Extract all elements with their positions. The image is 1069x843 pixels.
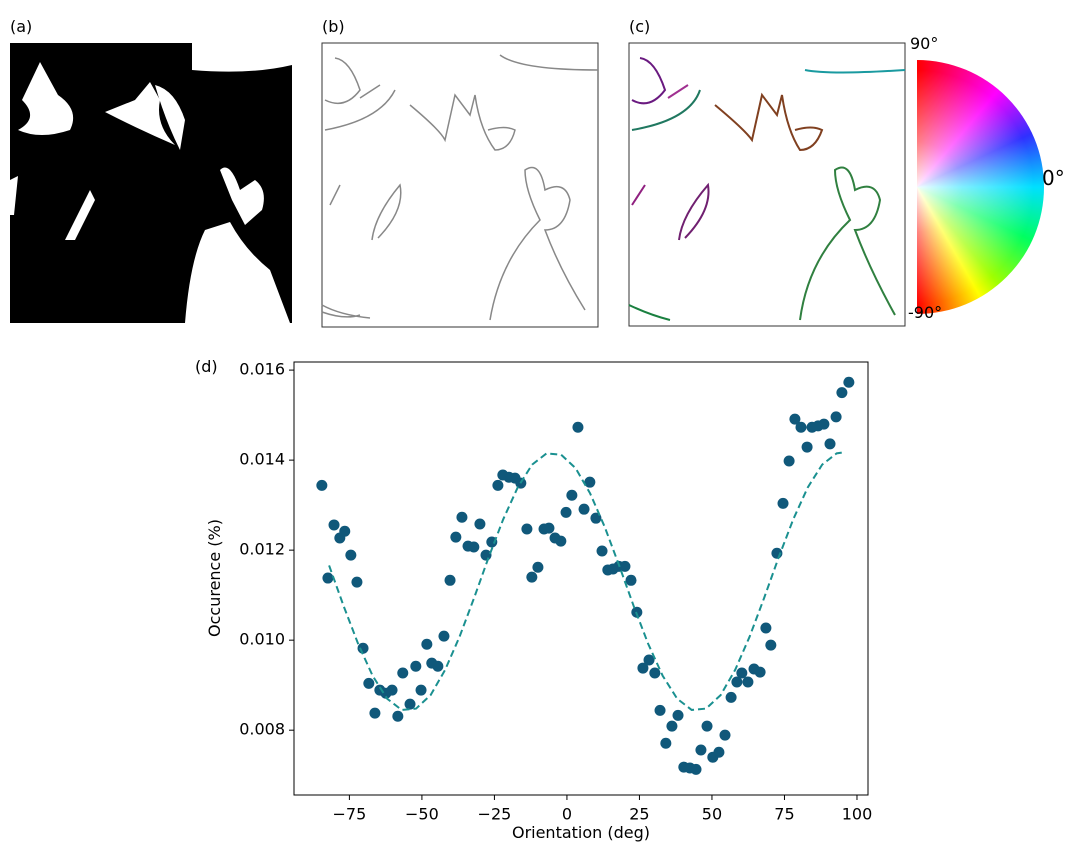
y-tick-label: 0.012 [239, 540, 285, 559]
x-axis-label: Orientation (deg) [512, 823, 650, 842]
data-point [421, 639, 432, 650]
data-point [666, 721, 677, 732]
data-point [843, 377, 854, 388]
x-tick-label: −50 [405, 805, 439, 824]
data-point [363, 678, 374, 689]
y-tick-label: 0.008 [239, 720, 285, 739]
data-point [760, 623, 771, 634]
data-point [802, 442, 813, 453]
data-point [432, 661, 443, 672]
data-point [438, 631, 449, 642]
data-point [481, 550, 492, 561]
data-point [555, 536, 566, 547]
y-tick-label: 0.016 [239, 360, 285, 379]
x-tick-label: 50 [702, 805, 722, 824]
data-point [410, 661, 421, 672]
data-point [345, 550, 356, 561]
data-point [695, 744, 706, 755]
data-point [492, 480, 503, 491]
data-point [351, 577, 362, 588]
data-point [742, 677, 753, 688]
data-point [526, 572, 537, 583]
data-point [597, 546, 608, 557]
data-point [818, 419, 829, 430]
data-point [736, 668, 747, 679]
data-point [673, 710, 684, 721]
data-point [660, 738, 671, 749]
data-point [561, 507, 572, 518]
data-point [584, 477, 595, 488]
data-point [619, 561, 630, 572]
data-point [392, 711, 403, 722]
data-point [836, 387, 847, 398]
data-point [543, 523, 554, 534]
data-point [322, 573, 333, 584]
data-point [720, 730, 731, 741]
data-point [416, 685, 427, 696]
data-point [626, 575, 637, 586]
data-point [726, 692, 737, 703]
data-point [521, 523, 532, 534]
data-point [316, 480, 327, 491]
data-point [795, 422, 806, 433]
mask-image [10, 43, 292, 323]
data-point [655, 705, 666, 716]
data-point [825, 438, 836, 449]
panel-label: (d) [195, 357, 218, 376]
data-point [765, 640, 776, 651]
x-tick-label: −75 [333, 805, 367, 824]
panel-label: (a) [10, 17, 32, 36]
data-point [572, 422, 583, 433]
figure: (a) (b) (c) 90° 0° -90° [0, 0, 1069, 843]
orientation-image [629, 43, 905, 326]
wheel-label: -90° [908, 303, 942, 322]
y-axis-label: Occurence (%) [205, 519, 224, 637]
x-tick-label: 100 [842, 805, 873, 824]
data-point [387, 685, 398, 696]
data-point [784, 456, 795, 467]
data-point [456, 512, 467, 523]
y-tick-label: 0.014 [239, 450, 285, 469]
data-point [450, 532, 461, 543]
data-point [691, 764, 702, 775]
x-tick-label: 25 [629, 805, 649, 824]
data-point [532, 562, 543, 573]
data-point [579, 504, 590, 515]
data-point [702, 721, 713, 732]
x-tick-label: 0 [562, 805, 572, 824]
panel-label: (c) [629, 17, 650, 36]
data-point [778, 498, 789, 509]
wheel-label: 0° [1042, 166, 1065, 190]
edge-image [322, 43, 598, 327]
panel-label: (b) [322, 17, 345, 36]
data-point [566, 490, 577, 501]
data-point [831, 411, 842, 422]
data-point [474, 519, 485, 530]
wheel-label: 90° [910, 34, 938, 53]
x-tick-label: −25 [478, 805, 512, 824]
data-point [339, 526, 350, 537]
y-tick-label: 0.010 [239, 630, 285, 649]
x-tick-label: 75 [774, 805, 794, 824]
data-point [445, 575, 456, 586]
data-point [468, 541, 479, 552]
data-point [755, 667, 766, 678]
data-point [397, 668, 408, 679]
chart: (a) (b) (c) 90° 0° -90° [0, 0, 1069, 843]
data-point [329, 519, 340, 530]
data-point [369, 708, 380, 719]
data-point [713, 747, 724, 758]
